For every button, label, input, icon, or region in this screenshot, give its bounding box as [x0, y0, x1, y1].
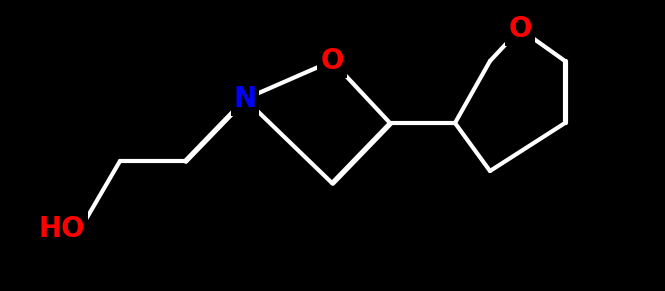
Text: O: O — [508, 15, 532, 43]
Text: O: O — [321, 47, 344, 75]
Text: N: N — [233, 85, 257, 113]
Text: HO: HO — [39, 215, 85, 243]
